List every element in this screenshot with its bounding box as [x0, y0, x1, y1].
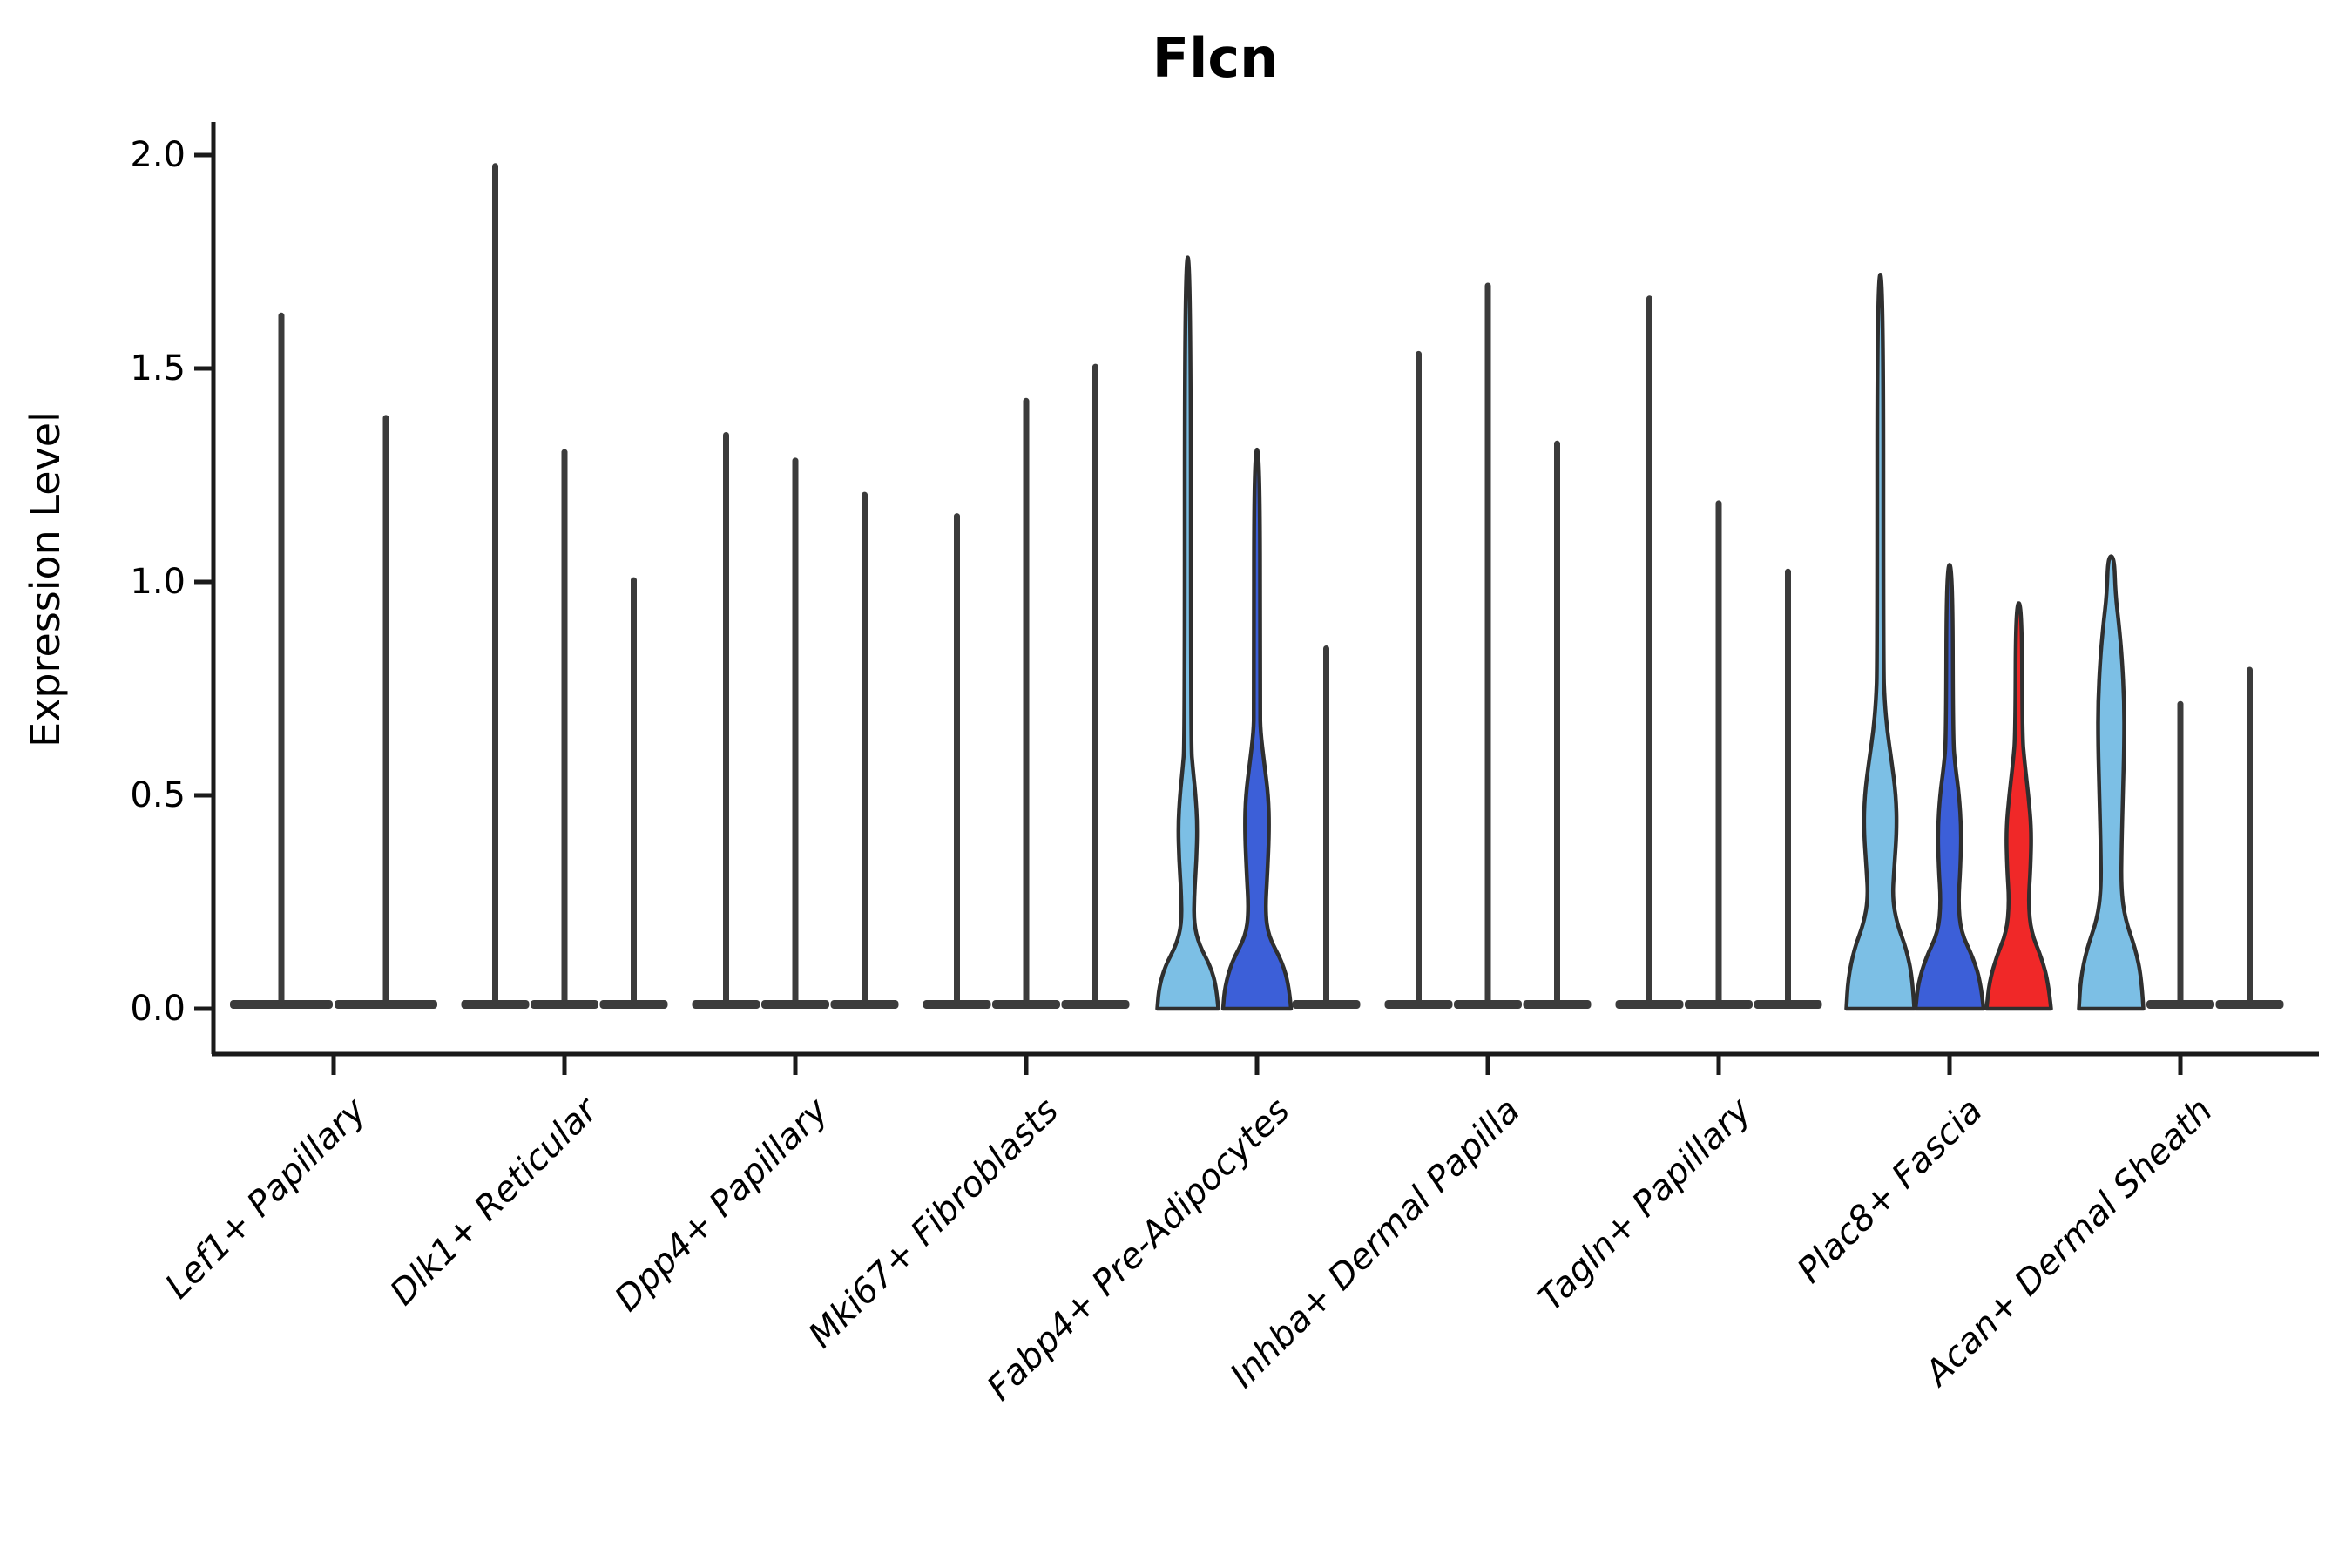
y-tick-label: 1.5: [130, 348, 186, 389]
violin-7-1: [1913, 563, 1986, 1011]
chart-title: Flcn: [1152, 26, 1279, 90]
violin-7-2: [1984, 601, 2053, 1011]
violin-4-0: [1155, 255, 1220, 1011]
violin-8-0: [2077, 554, 2146, 1011]
violin-4-1: [1220, 447, 1294, 1011]
y-tick-label: 1.0: [130, 562, 186, 602]
y-tick-label: 2.0: [130, 135, 186, 175]
violin-7-0: [1844, 272, 1916, 1011]
y-tick-label: 0.0: [130, 989, 186, 1029]
y-tick-label: 0.5: [130, 775, 186, 815]
